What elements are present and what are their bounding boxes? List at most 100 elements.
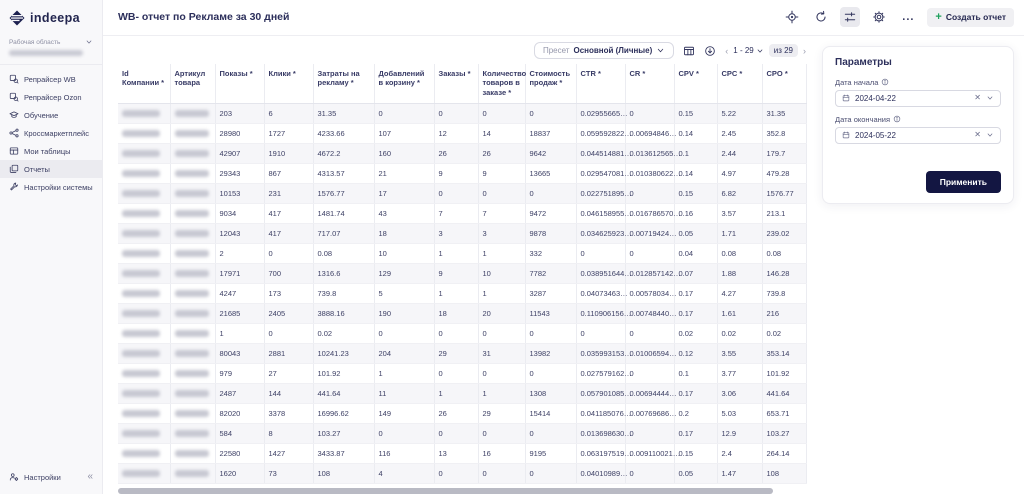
- table-row[interactable]: 2 0 0.08 10 1 1 332 0 0 0.04 0.08 0.08: [118, 243, 807, 264]
- cell: 0.14: [674, 163, 718, 184]
- table-row[interactable]: 12043 417 717.07 18 3 3 9878 0.034625923…: [118, 223, 807, 244]
- table-row[interactable]: 29343 867 4313.57 21 9 9 13665 0.0295470…: [118, 163, 807, 184]
- sidebar-item-crossmarketplace[interactable]: Кроссмаркетплейс: [0, 124, 102, 142]
- column-header[interactable]: Добавлений в корзину *: [374, 63, 435, 104]
- cell: 0.02955665…: [576, 103, 628, 124]
- column-header[interactable]: Затраты на рекламу *: [313, 63, 375, 104]
- company-id-cell: [118, 443, 171, 464]
- start-date-input[interactable]: 2024-04-22 ✕: [835, 89, 1001, 107]
- column-header[interactable]: Количество товаров в заказе *: [478, 63, 526, 104]
- table-row[interactable]: 10153 231 1576.77 17 0 0 0 0.022751895… …: [118, 183, 807, 204]
- indeepa-logo-icon: [9, 10, 25, 26]
- redacted-value: [122, 170, 160, 177]
- columns-settings-icon[interactable]: [683, 45, 695, 57]
- column-header[interactable]: Заказы *: [434, 63, 479, 104]
- download-icon[interactable]: [704, 45, 716, 57]
- table-row[interactable]: 9034 417 1481.74 43 7 7 9472 0.046158955…: [118, 203, 807, 224]
- table-row[interactable]: 82020 3378 16996.62 149 26 29 15414 0.04…: [118, 403, 807, 424]
- redacted-value: [122, 430, 160, 437]
- cell: 28980: [215, 123, 265, 144]
- column-header[interactable]: CPC *: [717, 63, 763, 104]
- column-header[interactable]: Id Компании *: [118, 63, 171, 104]
- column-header[interactable]: Показы *: [215, 63, 265, 104]
- table-row[interactable]: 1620 73 108 4 0 0 0 0.04010989… 0 0.05 1…: [118, 463, 807, 484]
- table-row[interactable]: 2487 144 441.64 11 1 1 1308 0.057901085……: [118, 383, 807, 404]
- sidebar-item-system-settings[interactable]: Настройки системы: [0, 178, 102, 196]
- collapse-sidebar-icon[interactable]: «: [87, 471, 93, 482]
- cell: 216: [762, 303, 807, 324]
- page-next-icon[interactable]: ›: [803, 45, 806, 56]
- chevron-down-icon[interactable]: [85, 38, 93, 46]
- sidebar-item-my-tables[interactable]: Мои таблицы: [0, 142, 102, 160]
- info-icon[interactable]: [881, 78, 889, 86]
- table-body: 203 6 31.35 0 0 0 0 0.02955665… 0 0.15 5…: [118, 103, 807, 484]
- company-id-cell: [118, 403, 171, 424]
- documents-icon: [9, 164, 19, 173]
- column-header[interactable]: CPV *: [674, 63, 718, 104]
- cell: 149: [374, 403, 435, 424]
- create-report-button[interactable]: + Создать отчет: [927, 7, 1014, 27]
- cell: 10153: [215, 183, 265, 204]
- logo[interactable]: indeepa: [0, 0, 102, 34]
- refresh-button[interactable]: [811, 7, 831, 27]
- table-row[interactable]: 42907 1910 4672.2 160 26 26 9642 0.04451…: [118, 143, 807, 164]
- sidebar: indeepa Рабочая область Репрайсер WB Реп…: [0, 0, 103, 494]
- table-row[interactable]: 21685 2405 3888.16 190 18 20 11543 0.110…: [118, 303, 807, 324]
- page-prev-icon[interactable]: ‹: [725, 45, 729, 56]
- cell: 3.06: [717, 383, 763, 404]
- cell: 0.035993153…: [576, 343, 632, 364]
- table-row[interactable]: 17971 700 1316.6 129 9 10 7782 0.0389516…: [118, 263, 807, 284]
- redacted-value: [174, 470, 209, 477]
- column-header[interactable]: CR *: [625, 63, 675, 104]
- clear-icon[interactable]: ✕: [974, 93, 981, 102]
- cell: 6: [264, 103, 314, 124]
- sidebar-item-repricer-wb[interactable]: Репрайсер WB: [0, 70, 102, 88]
- horizontal-scrollbar-thumb[interactable]: [118, 488, 773, 494]
- cell: 0.08: [717, 243, 763, 264]
- pagination: ‹ 1 - 29 из 29 ›: [725, 44, 806, 57]
- apply-button[interactable]: Применить: [925, 170, 1001, 193]
- focus-button[interactable]: [782, 7, 802, 27]
- column-header[interactable]: CPO *: [762, 63, 807, 104]
- article-cell: [170, 203, 216, 224]
- preset-select[interactable]: Пресет Основной (Личные): [533, 42, 675, 59]
- clear-icon[interactable]: ✕: [974, 130, 981, 139]
- table-row[interactable]: 584 8 103.27 0 0 0 0 0.013698630… 0 0.17…: [118, 423, 807, 444]
- redacted-value: [174, 350, 209, 357]
- sidebar-item-reports[interactable]: Отчеты: [0, 160, 102, 178]
- article-cell: [170, 383, 216, 404]
- cell: 0.08: [313, 243, 375, 264]
- sidebar-item-repricer-ozon[interactable]: Репрайсер Ozon: [0, 88, 102, 106]
- content: Пресет Основной (Личные) ‹ 1 - 29 из 29: [103, 36, 1024, 494]
- chevron-down-icon[interactable]: [986, 94, 994, 102]
- more-menu-button[interactable]: ...: [898, 7, 918, 27]
- cell: 1.71: [717, 223, 763, 244]
- page-range-select[interactable]: 1 - 29: [733, 46, 763, 55]
- workspace-switcher[interactable]: Рабочая область: [0, 34, 102, 65]
- column-header[interactable]: Артикул товара: [170, 63, 216, 104]
- table-row[interactable]: 22580 1427 3433.87 116 13 16 9195 0.0631…: [118, 443, 807, 464]
- table-row[interactable]: 979 27 101.92 1 0 0 0 0.027579162… 0 0.1…: [118, 363, 807, 384]
- table-row[interactable]: 4247 173 739.8 5 1 1 3287 0.04073463… 0.…: [118, 283, 807, 304]
- cell: 1.88: [717, 263, 763, 284]
- cell: 0.016786570…: [625, 203, 681, 224]
- cell: 10: [478, 263, 526, 284]
- chevron-down-icon[interactable]: [986, 131, 994, 139]
- topbar: WB- отчет по Рекламе за 30 дней ...: [103, 0, 1024, 36]
- settings-button[interactable]: [869, 7, 889, 27]
- cell: 1427: [264, 443, 314, 464]
- info-icon[interactable]: [893, 115, 901, 123]
- cell: 0.02: [762, 323, 807, 344]
- table-row[interactable]: 80043 2881 10241.23 204 29 31 13982 0.03…: [118, 343, 807, 364]
- table-row[interactable]: 1 0 0.02 0 0 0 0 0 0 0.02 0.02 0.02: [118, 323, 807, 344]
- column-header[interactable]: Стоимость продаж *: [525, 63, 577, 104]
- filters-button[interactable]: [840, 7, 861, 28]
- cell: 17: [374, 183, 435, 204]
- end-date-input[interactable]: 2024-05-22 ✕: [835, 126, 1001, 144]
- sidebar-item-education[interactable]: Обучение: [0, 106, 102, 124]
- column-header[interactable]: CTR *: [576, 63, 626, 104]
- table-row[interactable]: 28980 1727 4233.66 107 12 14 18837 0.059…: [118, 123, 807, 144]
- settings-link[interactable]: Настройки: [9, 472, 61, 482]
- column-header[interactable]: Клики *: [264, 63, 314, 104]
- table-row[interactable]: 203 6 31.35 0 0 0 0 0.02955665… 0 0.15 5…: [118, 103, 807, 124]
